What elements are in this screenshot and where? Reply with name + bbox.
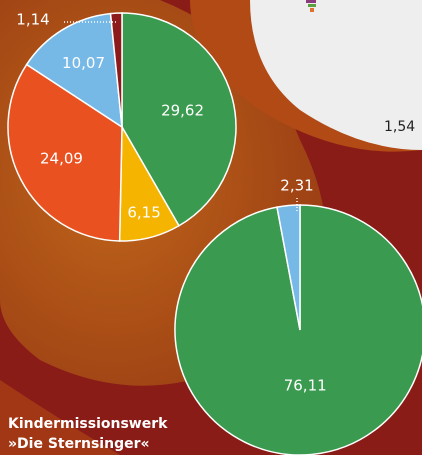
data-label: 24,09 xyxy=(40,149,83,167)
caption-line: Kindermissionswerk xyxy=(8,416,168,432)
data-label: 2,31 xyxy=(280,177,313,195)
caption-line: »Die Sternsinger« xyxy=(8,436,150,452)
pie-slice xyxy=(276,204,301,331)
background-shape xyxy=(0,380,120,455)
data-label: 29,62 xyxy=(161,101,204,119)
partial-label: 1,54 xyxy=(384,119,415,135)
pie-slice xyxy=(121,12,237,227)
data-label: 10,07 xyxy=(62,54,105,72)
pie-slice xyxy=(174,204,422,455)
pie-slice xyxy=(25,12,123,129)
data-label: 6,15 xyxy=(127,204,160,222)
data-label: 1,14 xyxy=(16,11,49,29)
data-label: 76,11 xyxy=(284,377,327,395)
pie-slice xyxy=(109,12,123,128)
icon xyxy=(306,0,316,12)
background-panel xyxy=(250,0,422,150)
